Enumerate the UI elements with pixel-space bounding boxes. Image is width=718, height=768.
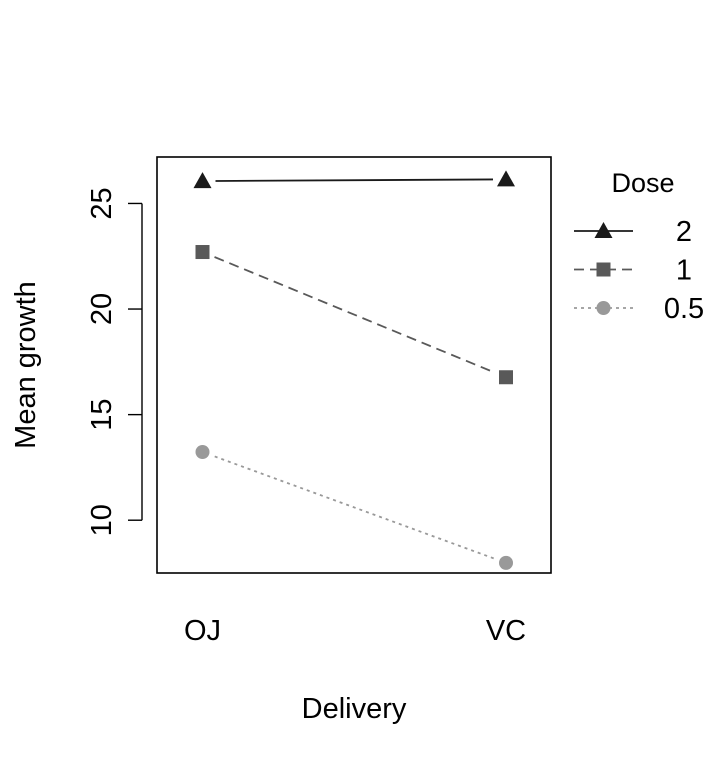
x-axis: OJ VC — [184, 615, 526, 647]
x-axis-label: Delivery — [302, 693, 407, 725]
legend-entry: 1 — [574, 255, 692, 287]
data-point — [195, 245, 210, 260]
legend: Dose 2 1 0.5 — [574, 168, 704, 325]
series-triangle — [193, 170, 515, 189]
legend-title: Dose — [611, 168, 674, 198]
legend-label: 1 — [676, 255, 692, 287]
y-axis: 10 15 20 25 — [86, 187, 143, 536]
data-point — [499, 555, 513, 570]
y-axis-label: Mean growth — [10, 281, 42, 449]
legend-label: 0.5 — [664, 293, 704, 325]
legend-marker — [596, 262, 611, 277]
series-line — [214, 256, 495, 374]
series-circle — [195, 445, 513, 570]
y-tick-label: 10 — [86, 504, 118, 536]
series-layer — [193, 170, 515, 570]
series-line — [215, 178, 494, 182]
series-square — [195, 245, 513, 385]
legend-marker — [594, 222, 613, 238]
legend-entry: 2 — [574, 216, 692, 248]
legend-label: 2 — [676, 216, 692, 248]
y-tick-label: 20 — [86, 293, 118, 325]
legend-marker — [596, 301, 611, 315]
x-tick-label: VC — [486, 615, 526, 647]
data-point — [499, 370, 513, 385]
y-tick-label: 15 — [86, 398, 118, 430]
series-line — [214, 455, 495, 560]
data-point — [193, 172, 212, 189]
data-point — [497, 170, 515, 187]
legend-entry: 0.5 — [574, 293, 704, 325]
x-tick-label: OJ — [184, 615, 221, 647]
plot-frame — [156, 156, 552, 574]
data-point — [195, 445, 210, 460]
y-tick-label: 25 — [86, 187, 118, 219]
